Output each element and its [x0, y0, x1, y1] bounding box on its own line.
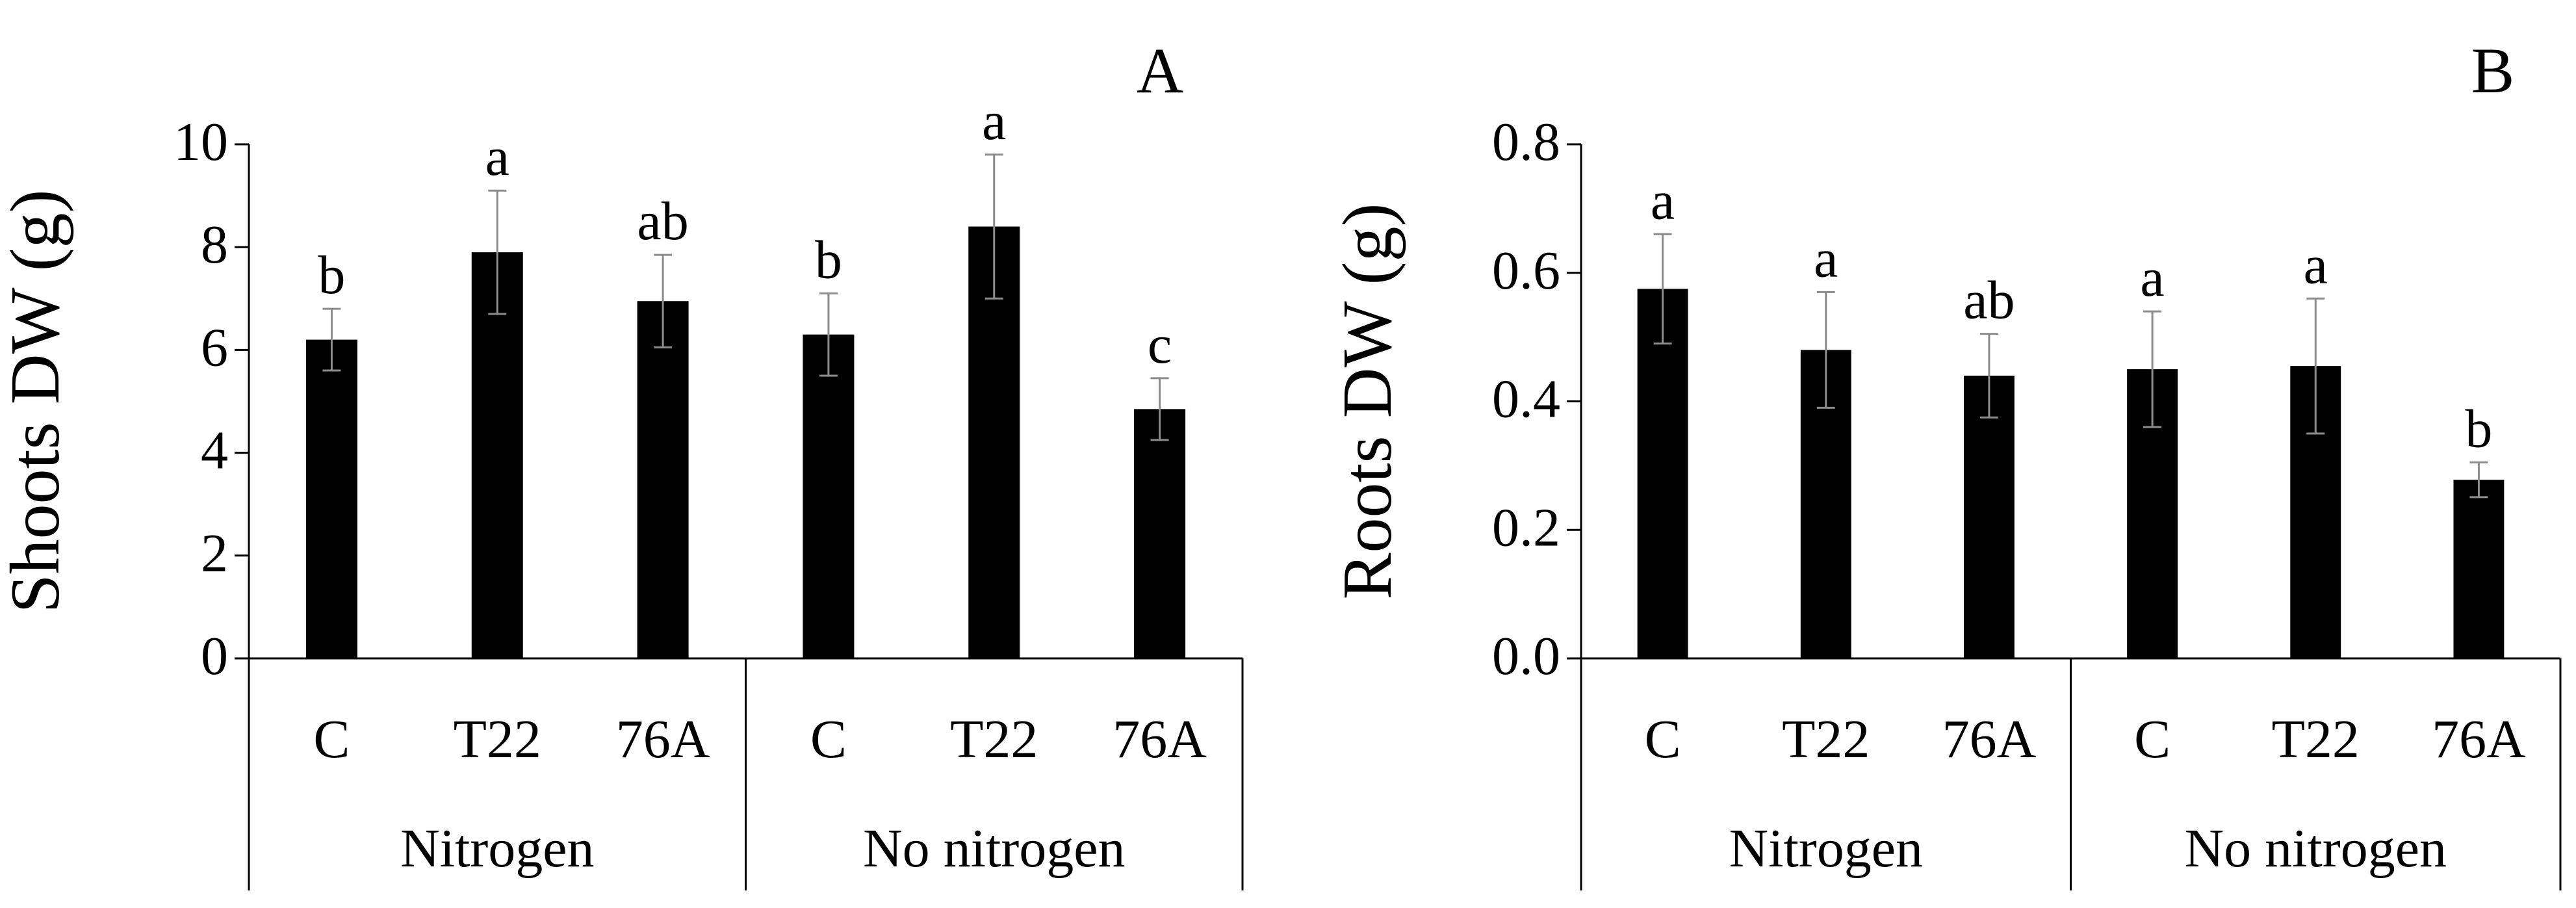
panel-b-significance-letter: a	[2304, 235, 2328, 295]
panel-b-category-label: T22	[2272, 709, 2360, 770]
panel-a-y-tick-label: 6	[201, 317, 228, 378]
panel-a-y-tick-label: 10	[174, 112, 228, 172]
panel-a-y-tick-label: 8	[201, 214, 228, 275]
panel-a-category-label: T22	[454, 709, 541, 770]
panel-a-y-tick-label: 4	[201, 421, 228, 481]
panel-b-category-label: C	[2134, 709, 2170, 770]
panel-a-bar	[305, 339, 357, 658]
panel-b-y-tick-label: 0.2	[1492, 497, 1560, 558]
panel-b-bar	[1637, 289, 1688, 658]
panel-b-significance-letter: ab	[1963, 270, 2015, 331]
panel-a-bar	[1134, 409, 1186, 658]
panel-a-category-label: 76A	[1113, 709, 1207, 770]
panel-b-y-tick-label: 0.0	[1492, 626, 1560, 686]
panel-a-group-label: No nitrogen	[863, 818, 1126, 879]
panel-b-significance-letter: a	[1651, 170, 1675, 231]
panel-b-significance-letter: a	[1814, 228, 1838, 289]
panel-b-group-label: Nitrogen	[1729, 818, 1923, 879]
panel-b-significance-letter: a	[2140, 248, 2164, 308]
panel-a-y-axis-title: Shoots DW (g)	[0, 189, 74, 613]
panel-a-category-label: 76A	[616, 709, 710, 770]
panel-a-significance-letter: c	[1148, 315, 1172, 375]
panel-b-y-tick-label: 0.8	[1492, 112, 1560, 172]
panel-a-significance-letter: ab	[637, 191, 688, 252]
panel-a-bar	[803, 334, 855, 658]
panel-a-significance-letter: b	[318, 245, 345, 305]
panel-b-category-label: T22	[1782, 709, 1870, 770]
panel-b-y-tick-label: 0.4	[1492, 369, 1560, 430]
panel-a-significance-letter: b	[815, 229, 842, 290]
panel-b-group-label: No nitrogen	[2184, 818, 2447, 879]
panel-a-category-label: C	[313, 709, 350, 770]
panel-b-letter: B	[2471, 34, 2515, 107]
panel-b-significance-letter: b	[2465, 398, 2492, 459]
panel-a-category-label: T22	[950, 709, 1038, 770]
panel-a-bar	[471, 252, 523, 658]
panel-a-letter: A	[1137, 34, 1183, 107]
panel-a-y-tick-label: 2	[201, 523, 228, 584]
panel-b-bar	[1963, 375, 2015, 658]
panel-a-bar	[637, 301, 689, 658]
panel-b-category-label: C	[1645, 709, 1681, 770]
panel-a-y-tick-label: 0	[201, 626, 228, 686]
panel-b-y-axis-title: Roots DW (g)	[1329, 203, 1406, 600]
panel-b-y-tick-label: 0.6	[1492, 240, 1560, 301]
panel-a-significance-letter: a	[982, 91, 1006, 151]
panel-b-category-label: 76A	[1942, 709, 2037, 770]
panel-a-group-label: Nitrogen	[400, 818, 595, 879]
panel-a-significance-letter: a	[485, 127, 509, 187]
panel-b-bar	[2453, 480, 2505, 658]
panel-a-category-label: C	[810, 709, 847, 770]
panel-b-category-label: 76A	[2432, 709, 2526, 770]
